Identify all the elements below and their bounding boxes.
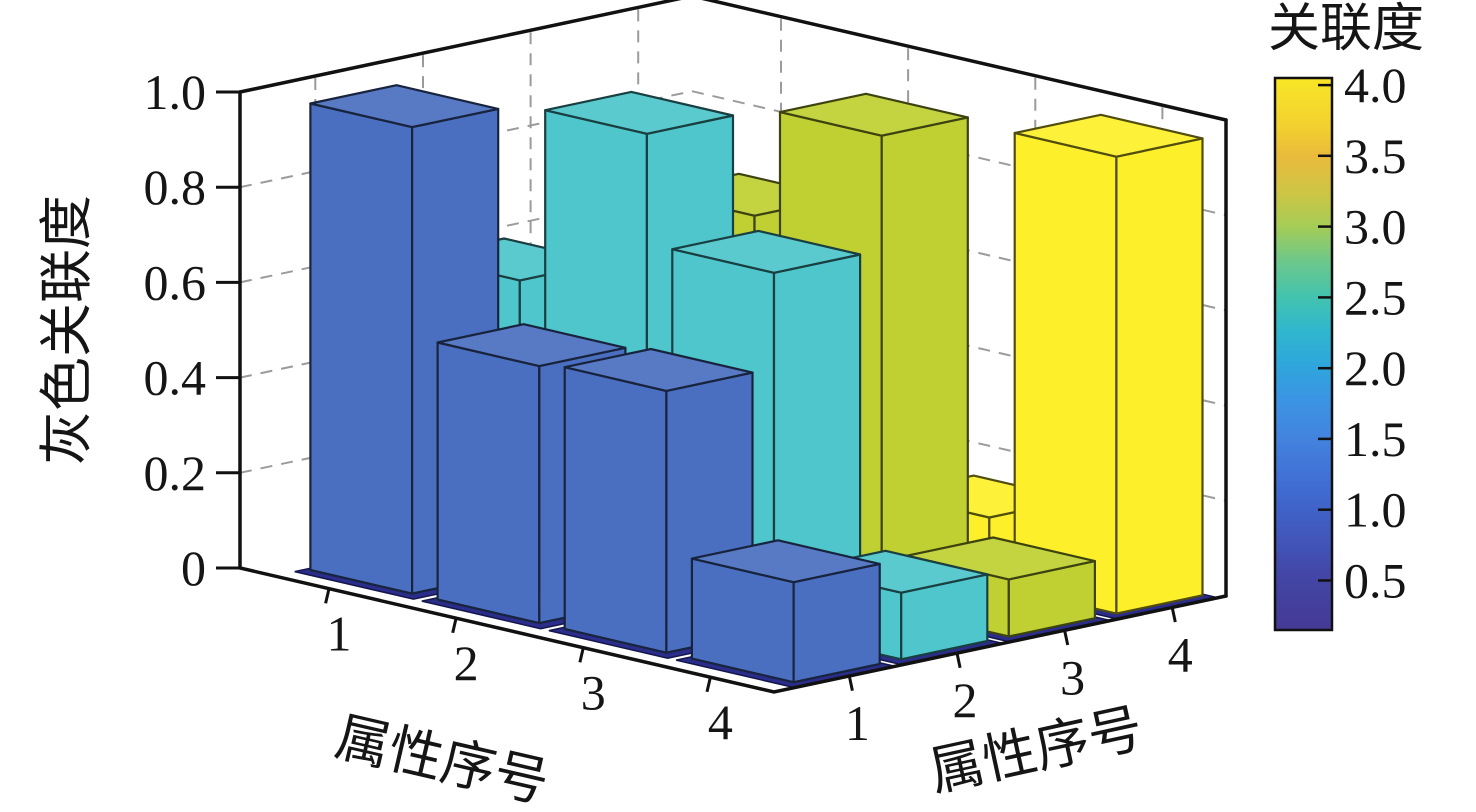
bar-front-face (309, 102, 414, 595)
x-tick-label: 2 (454, 635, 479, 691)
y-tick-label: 3 (1060, 649, 1085, 705)
bar-side-face (1115, 137, 1204, 615)
z-tick-label: 0.4 (144, 350, 207, 406)
bar-side-face (880, 116, 969, 609)
x-tick-label: 3 (581, 665, 606, 721)
z-axis-label: 灰色关联度 (37, 195, 97, 465)
bar-side-face (792, 562, 881, 684)
z-tick-label: 0.2 (144, 445, 207, 501)
colorbar: 关联度 4.0 3.5 3.0 2.5 2.0 1.5 1.0 0.5 (1268, 1, 1424, 632)
bars-layer (309, 84, 1204, 684)
plot-box-edges (238, 0, 1228, 598)
colorbar-gradient (1273, 76, 1334, 632)
y-tick-mark (1170, 607, 1177, 623)
colorbar-tick-label: 0.5 (1344, 552, 1407, 608)
x-tick-mark (705, 676, 712, 693)
bar-front-face (436, 341, 541, 625)
axes-layer (216, 90, 1228, 694)
y-tick-label: 4 (1168, 626, 1193, 682)
x-tick-label: 1 (327, 606, 352, 662)
bar-front-face (563, 366, 668, 654)
x-axis-label: 属性序号 (330, 707, 554, 812)
bar-x4-y1 (690, 539, 881, 684)
x-tick-mark (578, 647, 585, 663)
y-tick-mark (955, 652, 962, 669)
bar-top-face (671, 229, 862, 274)
bar-top-face (563, 347, 754, 392)
box-top-edges (238, 0, 1228, 122)
colorbar-ticks: 4.0 3.5 3.0 2.5 2.0 1.5 1.0 0.5 (1318, 57, 1407, 608)
colorbar-title: 关联度 (1268, 1, 1424, 58)
z-tick-label: 0.6 (144, 254, 207, 310)
colorbar-tick-label: 2.0 (1344, 340, 1407, 396)
bar-x4-y4 (1013, 113, 1204, 615)
y-tick-label: 1 (845, 695, 870, 751)
colorbar-tick-label: 1.0 (1344, 482, 1407, 538)
colorbar-tick-label: 4.0 (1344, 57, 1407, 113)
bar-top-face (309, 84, 500, 129)
bar-top-face (1013, 113, 1204, 158)
y-tick-mark (847, 675, 854, 692)
x-tick-mark (451, 617, 458, 634)
bar-top-face (436, 323, 627, 368)
bar-top-face (690, 539, 881, 584)
colorbar-tick-label: 1.5 (1344, 411, 1407, 467)
y-tick-label: 2 (952, 672, 977, 728)
front-axis-lines (238, 90, 1228, 694)
colorbar-tick-label: 3.5 (1344, 128, 1407, 184)
bar-top-face (778, 92, 969, 137)
y-tick-mark (1063, 629, 1070, 646)
x-tick-mark (324, 588, 331, 604)
tick-labels: 0 0.2 0.4 0.6 0.8 1.0 1 2 3 4 1 2 3 4 (144, 64, 1193, 751)
colorbar-tick-label: 3.0 (1344, 199, 1407, 255)
bar-front-face (1013, 131, 1118, 615)
colorbar-tick-label: 2.5 (1344, 269, 1407, 325)
bar-top-face (544, 90, 735, 135)
z-tick-label: 0 (181, 540, 206, 596)
z-tick-label: 0.8 (144, 159, 207, 215)
x-tick-label: 4 (708, 694, 733, 750)
z-tick-label: 1.0 (144, 64, 207, 120)
